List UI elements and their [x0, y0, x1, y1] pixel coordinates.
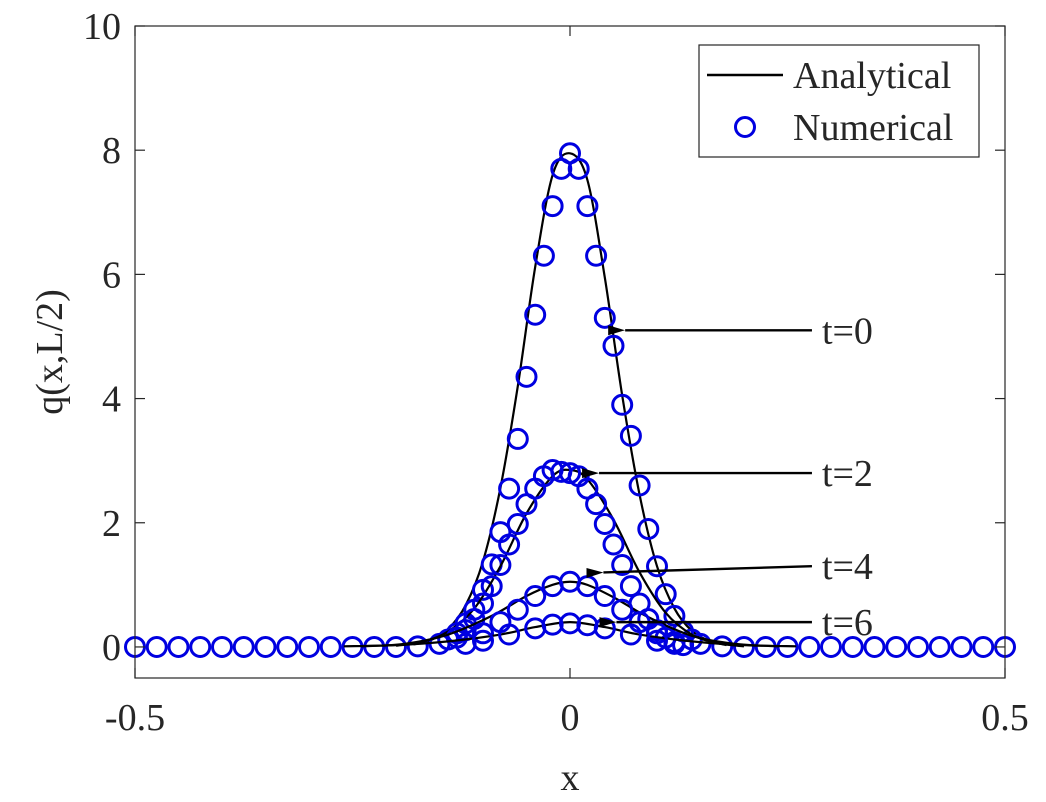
- numerical-point: [541, 613, 564, 636]
- annotation-arrow: [586, 565, 812, 578]
- numerical-point: [319, 635, 342, 658]
- series-group-t-6: [343, 612, 797, 652]
- numerical-point: [532, 244, 555, 267]
- numerical-point: [820, 635, 842, 658]
- numerical-point: [480, 575, 503, 598]
- numerical-point: [863, 635, 886, 658]
- numerical-point: [585, 244, 608, 267]
- numerical-point: [593, 585, 616, 608]
- numerical-point: [489, 553, 512, 576]
- legend-circle-swatch: [734, 116, 756, 138]
- numerical-point: [472, 629, 494, 652]
- numerical-point: [593, 513, 616, 536]
- numerical-point: [385, 635, 407, 658]
- numerical-point: [524, 303, 547, 326]
- numerical-point: [646, 555, 668, 578]
- series-group-t-0: [124, 142, 1016, 658]
- numerical-point: [211, 635, 233, 658]
- legend: Analytical Numerical: [698, 44, 980, 158]
- numerical-point: [232, 635, 255, 658]
- numerical-point: [611, 393, 634, 416]
- numerical-point: [506, 427, 529, 450]
- numerical-point: [472, 592, 494, 615]
- numerical-point: [798, 635, 821, 658]
- numerical-point: [498, 623, 521, 646]
- x-tick-label: 0: [561, 697, 580, 739]
- y-axis-label: q(x,L/2): [29, 289, 71, 415]
- numerical-point: [611, 553, 634, 576]
- numerical-point: [611, 598, 634, 621]
- numerical-point: [646, 622, 668, 645]
- numerical-point: [950, 635, 973, 658]
- annotation-label: t=2: [822, 453, 873, 495]
- numerical-point: [619, 623, 642, 646]
- numerical-point: [145, 635, 168, 658]
- numerical-point: [972, 635, 995, 658]
- numerical-point: [711, 635, 734, 658]
- numerical-point: [506, 513, 529, 536]
- numerical-point: [576, 575, 599, 598]
- numerical-point: [498, 533, 521, 556]
- legend-box: [698, 44, 980, 158]
- legend-label-analytical: Analytical: [793, 55, 951, 97]
- y-tick-label: 4: [102, 379, 121, 421]
- numerical-point: [928, 635, 951, 658]
- numerical-point: [506, 598, 529, 621]
- numerical-point: [628, 474, 651, 497]
- numerical-point: [619, 424, 642, 447]
- numerical-point: [406, 635, 429, 658]
- numerical-point: [498, 477, 521, 500]
- numerical-point: [276, 635, 299, 658]
- annotation-layer: t=0 t=2 t=4 t=6: [582, 310, 873, 644]
- numerical-point: [515, 365, 538, 388]
- annotation-label: t=6: [822, 602, 873, 644]
- numerical-point: [593, 306, 616, 329]
- y-tick-label: 0: [102, 627, 121, 669]
- y-tick-label: 6: [102, 254, 121, 296]
- y-tick-label: 10: [83, 6, 121, 48]
- analytical-line-t-0: [413, 152, 727, 647]
- numerical-point: [841, 635, 864, 658]
- numerical-point: [602, 334, 625, 357]
- numerical-point: [646, 629, 668, 652]
- numerical-point: [637, 517, 660, 540]
- numerical-point: [602, 533, 625, 556]
- numerical-point: [576, 195, 599, 218]
- numerical-point: [733, 635, 755, 658]
- numerical-point: [472, 622, 494, 645]
- x-tick-label: 0.5: [981, 697, 1029, 739]
- y-tick-label: 2: [102, 503, 121, 545]
- x-axis-label: x: [561, 757, 580, 797]
- numerical-point: [567, 157, 590, 180]
- analytical-line-t-2: [395, 468, 745, 648]
- numerical-point: [907, 635, 929, 658]
- numerical-point: [672, 634, 695, 657]
- numerical-point: [524, 585, 547, 608]
- legend-label-numerical: Numerical: [793, 107, 953, 149]
- y-tick-label: 8: [102, 130, 121, 172]
- annotation-label: t=4: [822, 546, 873, 588]
- annotation-label: t=0: [822, 310, 873, 352]
- numerical-point: [585, 493, 608, 516]
- numerical-point: [654, 583, 677, 606]
- x-tick-label: -0.5: [105, 697, 165, 739]
- numerical-point: [189, 635, 212, 658]
- plot-layer: [124, 142, 1016, 658]
- analytical-line-t-6: [343, 621, 797, 648]
- numerical-point: [619, 575, 642, 598]
- numerical-point: [254, 635, 277, 658]
- numerical-point: [541, 195, 564, 218]
- numerical-point: [167, 635, 190, 658]
- numerical-point: [885, 635, 908, 658]
- numerical-point: [298, 635, 320, 658]
- axes-layer: -0.5 0 0.5 0 2 4 6 8 10 x q(x,L/2): [29, 6, 1029, 799]
- analytical-line-t-4: [361, 580, 779, 648]
